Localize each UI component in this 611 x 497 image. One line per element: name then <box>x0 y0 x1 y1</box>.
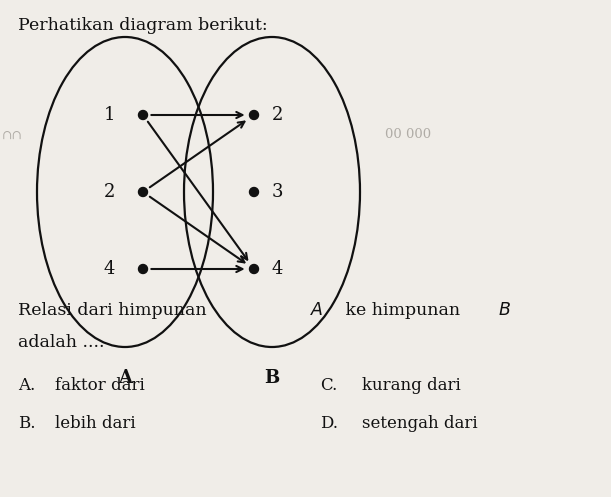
Circle shape <box>249 110 258 119</box>
Text: C.: C. <box>320 377 337 394</box>
Circle shape <box>139 110 147 119</box>
Text: 4: 4 <box>104 260 115 278</box>
Text: 1: 1 <box>103 106 115 124</box>
Text: $A$: $A$ <box>310 302 324 319</box>
Text: ∩∩: ∩∩ <box>2 129 23 142</box>
Text: faktor dari: faktor dari <box>55 377 145 394</box>
Circle shape <box>139 187 147 196</box>
Circle shape <box>249 264 258 273</box>
Text: B.: B. <box>18 415 35 432</box>
Text: ke himpunan: ke himpunan <box>340 302 466 319</box>
Text: D.: D. <box>320 415 338 432</box>
Text: adalah ....: adalah .... <box>18 334 104 351</box>
Text: 4: 4 <box>272 260 284 278</box>
Text: A: A <box>118 369 132 387</box>
Text: kurang dari: kurang dari <box>362 377 461 394</box>
Text: 3: 3 <box>272 183 284 201</box>
Circle shape <box>249 187 258 196</box>
Text: 00 000: 00 000 <box>385 129 431 142</box>
Text: lebih dari: lebih dari <box>55 415 136 432</box>
Text: $B$: $B$ <box>498 302 511 319</box>
Text: A.: A. <box>18 377 35 394</box>
Text: Relasi dari himpunan: Relasi dari himpunan <box>18 302 212 319</box>
Text: Perhatikan diagram berikut:: Perhatikan diagram berikut: <box>18 17 268 34</box>
Circle shape <box>139 264 147 273</box>
Text: 2: 2 <box>104 183 115 201</box>
Text: B: B <box>265 369 280 387</box>
Text: 2: 2 <box>272 106 284 124</box>
Text: setengah dari: setengah dari <box>362 415 478 432</box>
